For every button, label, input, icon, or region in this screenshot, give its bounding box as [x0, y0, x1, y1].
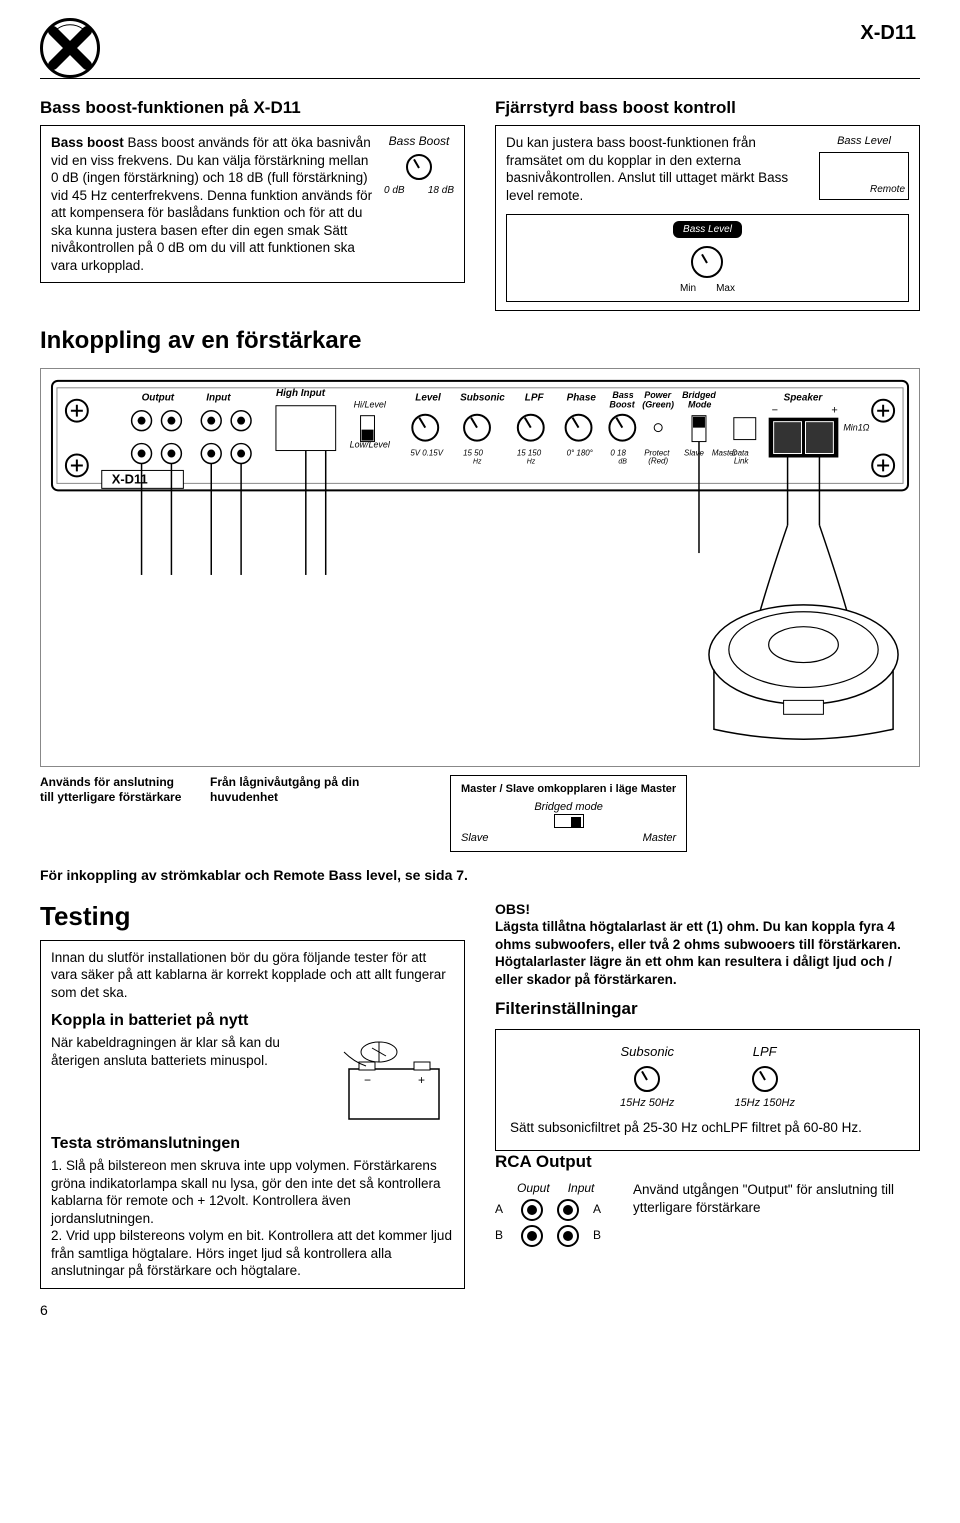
bass-level-panel: Bass Level Min Max [506, 214, 909, 302]
obs-label: OBS! [495, 900, 920, 918]
rca-diagram: Ouput Input A A B B [495, 1181, 613, 1247]
rca-text: Använd utgången "Output" för anslutning … [633, 1181, 920, 1216]
svg-text:15 150: 15 150 [517, 449, 542, 458]
inkoppling-title: Inkoppling av en förstärkare [40, 325, 920, 356]
power-cable-note: För inkoppling av strömkablar och Remote… [40, 866, 920, 884]
rca-jack-icon [521, 1199, 543, 1221]
bassboost-text: Bass boost Bass boost används för att ök… [51, 134, 376, 274]
svg-text:Speaker: Speaker [784, 393, 824, 404]
svg-text:Bass: Bass [612, 390, 633, 400]
svg-text:Hz: Hz [473, 459, 482, 466]
svg-text:+: + [418, 1073, 425, 1087]
bridged-switch-icon [554, 814, 584, 828]
svg-text:High Input: High Input [276, 388, 326, 399]
bassboost-title: Bass boost-funktionen på X-D11 [40, 97, 465, 119]
remote-knob [691, 246, 723, 278]
lpf-knob [752, 1066, 778, 1092]
subsonic-knob [634, 1066, 660, 1092]
page-number: 6 [40, 1301, 920, 1319]
battery-text: När kabeldragningen är klar så kan du åt… [51, 1034, 314, 1069]
svg-text:Phase: Phase [567, 393, 597, 404]
svg-text:(Red): (Red) [648, 457, 668, 466]
svg-text:Link: Link [734, 457, 750, 466]
obs-text: Lägsta tillåtna högtalarlast är ett (1) … [495, 918, 920, 988]
lpf-label: LPF [734, 1044, 795, 1061]
filter-title: Filterinställningar [495, 998, 920, 1020]
test-step-2: 2. Vrid upp bilstereons volym en bit. Ko… [51, 1227, 454, 1280]
remote-title: Fjärrstyrd bass boost kontroll [495, 97, 920, 119]
svg-text:Output: Output [142, 393, 175, 404]
x-program-logo [40, 18, 100, 78]
svg-text:Hz: Hz [527, 459, 536, 466]
battery-icon: − + [324, 1034, 454, 1124]
svg-text:Bridged: Bridged [682, 390, 716, 400]
filter-note: Sätt subsonicfiltret på 25-30 Hz ochLPF … [510, 1119, 905, 1137]
svg-text:Input: Input [206, 393, 231, 404]
svg-text:Slave: Slave [684, 449, 704, 458]
bassboost-knob-group: Bass Boost 0 dB 18 dB [384, 134, 454, 274]
remote-unit-icon: Remote [819, 152, 909, 200]
subsonic-label: Subsonic [620, 1044, 674, 1061]
svg-text:Level: Level [415, 393, 441, 404]
model-title: X-D11 [860, 20, 920, 50]
svg-text:Min1Ω: Min1Ω [843, 423, 869, 433]
svg-text:Boost: Boost [609, 400, 635, 410]
svg-text:15 50: 15 50 [463, 449, 483, 458]
bass-boost-knob [406, 154, 432, 180]
svg-text:Power: Power [644, 390, 671, 400]
svg-text:(Green): (Green) [642, 400, 674, 410]
master-slave-switch-box: Master / Slave omkopplaren i läge Master… [450, 775, 687, 852]
bass-level-label: Bass Level [819, 134, 909, 148]
svg-text:−: − [364, 1073, 371, 1087]
battery-title: Koppla in batteriet på nytt [51, 1011, 454, 1032]
amplifier-wiring-diagram: Output Input High Input Hi/Level Low/Lev… [40, 368, 920, 766]
svg-text:−: − [772, 405, 778, 417]
rca-jack-icon [557, 1225, 579, 1247]
rca-jack-icon [557, 1199, 579, 1221]
annotation-input: Från lågnivåutgång på din huvudenhet [210, 775, 430, 852]
svg-text:Hi/Level: Hi/Level [354, 400, 387, 410]
svg-text:0 18: 0 18 [610, 449, 626, 458]
filter-settings-box: Subsonic 15Hz 50Hz LPF 15Hz 150Hz Sätt s… [495, 1029, 920, 1152]
svg-text:Mode: Mode [688, 400, 711, 410]
svg-text:+: + [831, 405, 837, 417]
testing-intro: Innan du slutför installationen bör du g… [51, 949, 454, 1002]
rca-output-title: RCA Output [495, 1151, 920, 1173]
remote-text: Du kan justera bass boost-funktionen frå… [506, 134, 811, 204]
svg-text:0° 180°: 0° 180° [567, 449, 593, 458]
annotation-output: Används för anslutning till ytterligare … [40, 775, 190, 852]
svg-text:LPF: LPF [525, 393, 545, 404]
svg-text:Subsonic: Subsonic [460, 393, 505, 404]
svg-text:5V 0.15V: 5V 0.15V [410, 449, 443, 458]
testing-title: Testing [40, 900, 465, 934]
test-step-1: 1. Slå på bilstereon men skruva inte upp… [51, 1157, 454, 1227]
power-test-title: Testa strömanslutningen [51, 1134, 454, 1155]
svg-text:dB: dB [618, 459, 627, 466]
rca-jack-icon [521, 1225, 543, 1247]
